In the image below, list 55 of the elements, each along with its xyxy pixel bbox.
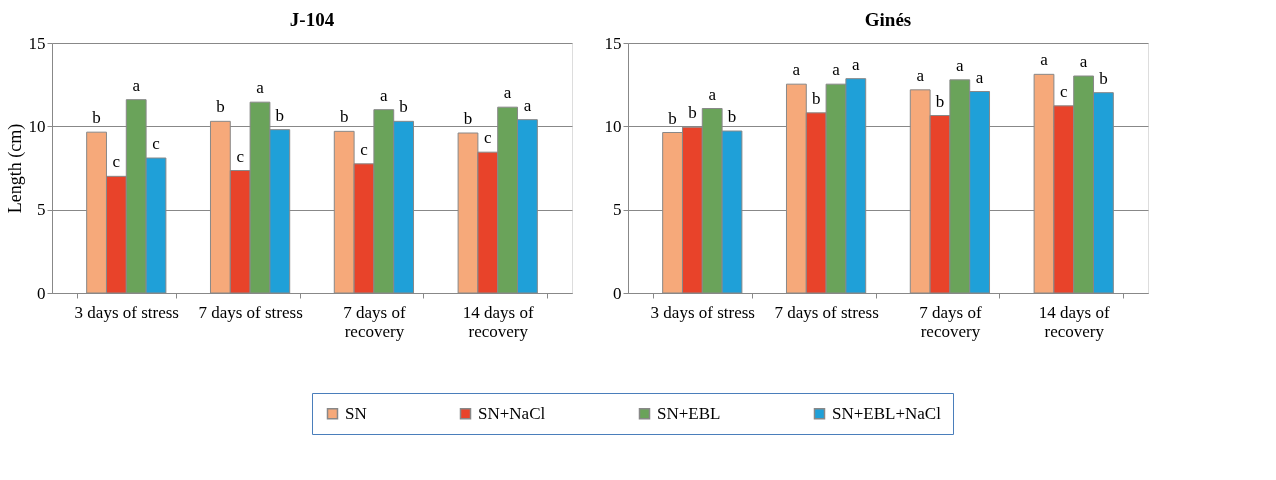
legend-label: SN+NaCl bbox=[478, 403, 546, 423]
data-label: c bbox=[360, 139, 369, 159]
data-label: a bbox=[523, 95, 532, 115]
data-label: b bbox=[275, 105, 285, 125]
data-label: b bbox=[688, 103, 697, 123]
data-label: a bbox=[975, 67, 984, 87]
legend-label: SN bbox=[345, 403, 367, 423]
data-label: a bbox=[708, 84, 717, 104]
chart-title: Ginés bbox=[864, 9, 912, 30]
x-tick-label: 3 days of stress bbox=[650, 302, 755, 322]
data-label: b bbox=[216, 97, 225, 117]
data-label: a bbox=[832, 60, 841, 80]
data-label: b bbox=[935, 91, 945, 111]
data-label: c bbox=[236, 146, 245, 166]
data-label: a bbox=[1040, 50, 1049, 70]
data-label: c bbox=[112, 152, 121, 172]
chart-title: J-104 bbox=[289, 9, 335, 30]
data-label: c bbox=[484, 128, 493, 148]
data-label: a bbox=[380, 85, 389, 105]
legend-label: SN+EBL+NaCl bbox=[832, 403, 942, 423]
data-label: b bbox=[399, 97, 408, 117]
data-label: b bbox=[1099, 68, 1108, 88]
y-tick-label: 0 bbox=[37, 283, 46, 303]
x-tick-label: 7 days of recovery bbox=[919, 302, 982, 341]
y-axis-title: Length (cm) bbox=[4, 123, 26, 214]
y-tick-label: 0 bbox=[613, 283, 622, 303]
y-tick-label: 15 bbox=[28, 33, 46, 53]
legend-label: SN+EBL bbox=[657, 403, 721, 423]
y-tick-label: 15 bbox=[604, 33, 622, 53]
x-tick-label: 7 days of stress bbox=[774, 302, 879, 322]
data-label: a bbox=[916, 65, 925, 85]
data-label: b bbox=[811, 88, 821, 108]
data-label: c bbox=[1060, 81, 1069, 101]
data-label: a bbox=[1079, 52, 1088, 71]
data-label: a bbox=[956, 55, 965, 75]
y-tick-label: 5 bbox=[613, 200, 622, 220]
data-label: a bbox=[256, 78, 265, 98]
data-label: b bbox=[339, 107, 349, 127]
data-label: a bbox=[132, 75, 141, 95]
data-label: a bbox=[503, 83, 512, 103]
y-tick-label: 5 bbox=[37, 200, 46, 220]
x-tick-label: 7 days of stress bbox=[198, 302, 303, 322]
data-label: b bbox=[463, 109, 473, 128]
x-tick-label: 14 days of recovery bbox=[1038, 302, 1110, 341]
y-tick-label: 10 bbox=[604, 116, 622, 136]
data-label: c bbox=[152, 134, 161, 153]
data-label: a bbox=[792, 60, 801, 80]
y-tick-label: 10 bbox=[28, 116, 46, 136]
data-label: b bbox=[92, 108, 101, 128]
data-label: b bbox=[668, 108, 677, 128]
data-label: a bbox=[852, 54, 861, 74]
x-tick-label: 3 days of stress bbox=[74, 302, 179, 322]
x-tick-label: 14 days of recovery bbox=[462, 302, 534, 341]
data-label: b bbox=[727, 107, 737, 126]
x-tick-label: 7 days of recovery bbox=[343, 302, 406, 341]
